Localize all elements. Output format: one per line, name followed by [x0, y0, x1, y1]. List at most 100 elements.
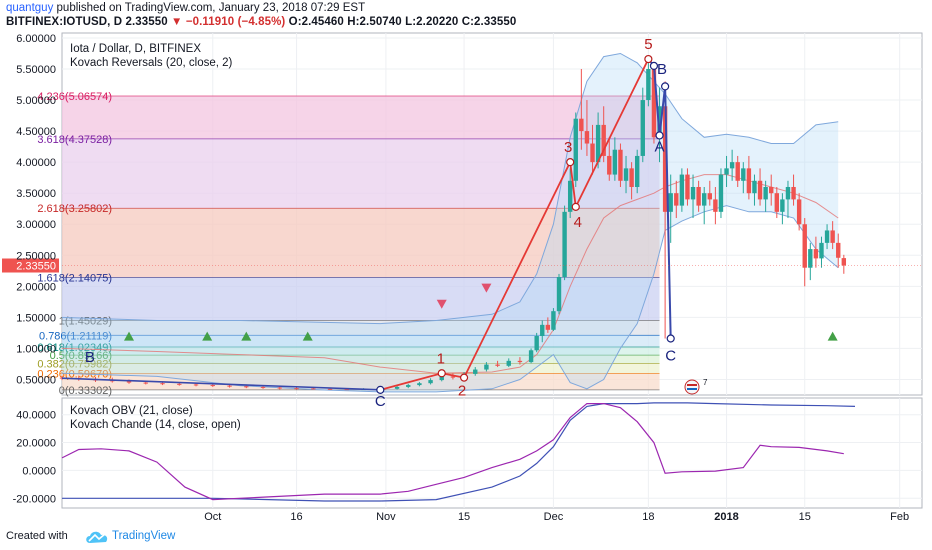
wave-point-label: 4 [574, 214, 582, 231]
candle-body [607, 155, 612, 175]
wave-point-marker [437, 369, 446, 378]
wave-point-marker [459, 373, 469, 382]
candle-body [534, 336, 539, 351]
candle-body [791, 186, 796, 200]
candle-body [634, 155, 640, 187]
candle-body [59, 377, 65, 379]
flag-circle [684, 379, 700, 395]
candle-body [674, 193, 679, 206]
wave-point-marker [666, 334, 675, 343]
candle-body [651, 69, 657, 138]
candle-body [836, 242, 841, 258]
candle-body [439, 376, 444, 381]
obv-axis-tick-label: -20.0000 [13, 493, 56, 505]
y-axis-tick-label: 5.50000 [16, 64, 56, 76]
candle-body [824, 230, 830, 243]
tradingview-cloud-icon [86, 531, 108, 543]
candle-body [796, 199, 802, 225]
candle-body [763, 186, 768, 200]
candle-body [277, 387, 282, 389]
y-axis-tick-label: 4.50000 [16, 126, 56, 138]
wave-point-marker [571, 202, 580, 211]
fib-level-label: 0.382(0.75982) [37, 358, 112, 370]
candle-body [735, 162, 740, 181]
wave-point-label: B [85, 349, 95, 366]
footer: Created with TradingView [0, 525, 932, 550]
candle-body [668, 193, 673, 212]
x-axis-tick-label: 2018 [714, 511, 738, 523]
obv-line [62, 402, 856, 502]
candle-body [729, 162, 735, 169]
candle-body [473, 369, 478, 374]
candle-body [657, 106, 662, 138]
candle-body [802, 224, 807, 268]
candle-body [752, 180, 757, 194]
sell-arrow-icon [436, 299, 447, 309]
candle-body [417, 383, 422, 386]
candle-body [808, 249, 813, 268]
candle-body [450, 376, 456, 378]
wave-point-marker [566, 158, 575, 167]
y-axis-tick-label: 4.00000 [16, 157, 56, 169]
y-axis-tick-label: 2.00000 [16, 281, 56, 293]
ohlc-values: O:2.45460 H:2.50740 L:2.20220 C:2.33550 [288, 16, 517, 28]
x-axis-tick-label: Oct [204, 511, 221, 523]
y-axis-tick-label: 3.00000 [16, 219, 56, 231]
flag-icon [684, 379, 700, 395]
fib-level-label: 0.786(1.21119) [39, 330, 112, 342]
wave-point-label: 2 [458, 383, 466, 400]
candle-body [540, 324, 545, 337]
tradingview-brand[interactable]: TradingView [112, 530, 176, 542]
candle-body [696, 186, 701, 206]
buy-arrow-icon [202, 331, 213, 341]
candle-body [595, 124, 601, 163]
price-change: ▼ −0.11910 (−4.85%) [171, 16, 286, 28]
candle-body [562, 211, 567, 278]
buy-arrow-icon [124, 331, 135, 341]
candle-body [713, 199, 718, 212]
candle-body [227, 385, 232, 387]
fib-level-label: 4.236(5.06574) [37, 91, 112, 103]
fib-zone [62, 138, 660, 209]
candle-body [528, 350, 534, 363]
created-with-label: Created with [6, 530, 68, 542]
wave-point-label: C [665, 347, 676, 364]
candle-body [394, 386, 400, 389]
candle-body [769, 186, 774, 194]
candle-body [327, 388, 333, 390]
candle-body [841, 258, 847, 266]
last-price: 2.33550 [125, 16, 168, 28]
candle-body [495, 364, 500, 366]
candle-body [160, 383, 165, 385]
y-axis-tick-label: 1.00000 [16, 343, 56, 355]
candle-body [640, 100, 645, 156]
y-axis-tick-label: 1.50000 [16, 312, 56, 324]
author-link[interactable]: quantguy [6, 2, 54, 14]
chande-legend: Kovach Chande (14, close, open) [70, 419, 241, 431]
candle-body [746, 168, 752, 194]
candle-body [406, 385, 411, 387]
candle-body [506, 360, 511, 366]
fib-zone [62, 363, 660, 374]
candle-body [757, 180, 763, 200]
fib-level-label: 0(0.33302) [59, 385, 112, 397]
fib-level-label: 3.618(4.37528) [37, 134, 112, 146]
fib-level-label: 1.618(2.14075) [37, 273, 112, 285]
candle-body [193, 384, 199, 386]
wave-point-label: C [375, 393, 386, 410]
y-axis-tick-label: 0.50000 [16, 374, 56, 386]
x-axis-tick-label: 16 [290, 511, 302, 523]
candle-body [517, 360, 523, 363]
x-axis-tick-label: Feb [890, 511, 909, 523]
published-text: published on TradingView.com, January 23… [56, 2, 366, 14]
indicator-legend: Kovach Reversals (20, close, 2) [70, 57, 233, 69]
candle-body [612, 149, 618, 175]
chande-line [61, 403, 844, 501]
flag-count-label: 7 [703, 378, 708, 387]
candle-body [551, 311, 556, 330]
candle-body [590, 143, 595, 163]
y-axis-tick-label: 6.00000 [16, 33, 56, 45]
candle-body [210, 385, 215, 387]
abc-wave-line [61, 377, 381, 391]
